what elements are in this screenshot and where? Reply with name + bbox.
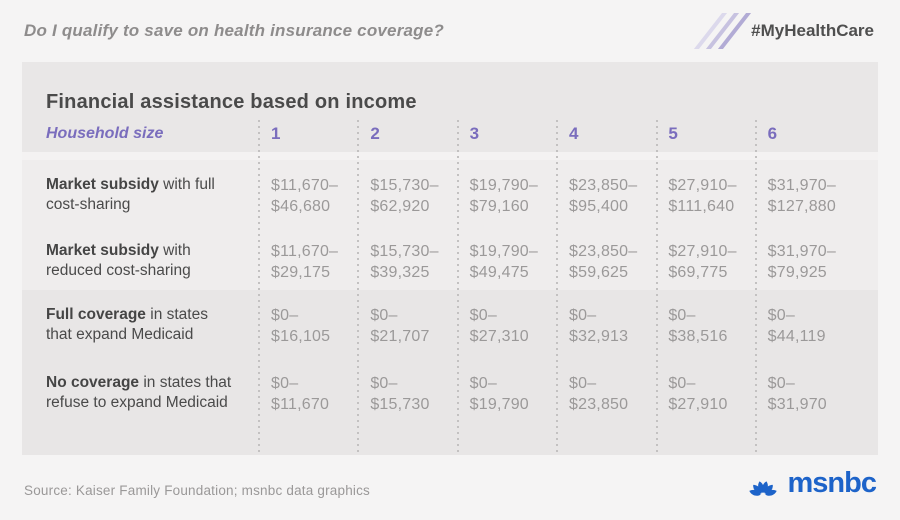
- household-size-label: Household size: [46, 125, 164, 142]
- peacock-icon: [748, 481, 777, 496]
- column-header-3: 3: [469, 124, 480, 143]
- table-cell: $27,910– $69,775: [668, 243, 737, 282]
- table-cell: $0– $27,910: [668, 375, 728, 414]
- table-header-row: Household size 1 2 3 4 5 6: [22, 116, 878, 152]
- market-subsidy-band: Market subsidy with full cost-sharing $1…: [22, 160, 878, 290]
- row-label-bold: Market subsidy: [46, 242, 159, 259]
- table-cell: $0– $19,790: [469, 375, 529, 414]
- row-label-bold: Full coverage: [46, 306, 146, 323]
- diagonal-stripes-icon: [694, 13, 752, 49]
- table-row-reduced-cost-sharing: Market subsidy with reduced cost-sharing…: [22, 226, 878, 290]
- row-label-bold: Market subsidy: [46, 176, 159, 193]
- source-attribution: Source: Kaiser Family Foundation; msnbc …: [24, 483, 371, 498]
- table-cell: $31,970– $127,880: [767, 177, 836, 216]
- table-cell: $0– $27,310: [469, 307, 529, 346]
- table-cell: $0– $38,516: [668, 307, 728, 346]
- column-header-1: 1: [271, 124, 281, 143]
- row-label: Market subsidy with reduced cost-sharing: [46, 226, 258, 282]
- table-cell: $23,850– $59,625: [569, 243, 638, 282]
- column-separator: [656, 120, 658, 452]
- table-cell: $0– $44,119: [767, 307, 826, 346]
- hashtag-label: #MyHealthCare: [751, 21, 874, 40]
- table-cell: $27,910– $111,640: [668, 177, 737, 216]
- column-header-4: 4: [569, 124, 579, 143]
- medicaid-coverage-band: Full coverage in states that expand Medi…: [22, 290, 878, 455]
- table-cell: $19,790– $79,160: [469, 177, 538, 216]
- table-cell: $15,730– $62,920: [370, 177, 439, 216]
- row-label: No coverage in states that refuse to exp…: [46, 358, 258, 414]
- row-label-rest: in states that refuse to expand Medicaid: [46, 374, 232, 412]
- hashtag-group: #MyHealthCare: [694, 13, 874, 49]
- column-header-5: 5: [668, 124, 678, 143]
- table-cell: $11,670– $46,680: [271, 177, 339, 216]
- row-label-rest: in states that expand Medicaid: [46, 306, 208, 344]
- table-cell: $0– $31,970: [767, 375, 827, 414]
- table-cell: $0– $11,670: [271, 375, 330, 414]
- table-cell: $0– $23,850: [569, 375, 629, 414]
- row-label: Market subsidy with full cost-sharing: [46, 160, 258, 216]
- table-cell: $31,970– $79,925: [767, 243, 836, 282]
- msnbc-logo: msnbc: [745, 467, 877, 500]
- row-label: Full coverage in states that expand Medi…: [46, 290, 258, 346]
- table-cell: $0– $32,913: [569, 307, 629, 346]
- table-cell: $0– $21,707: [370, 307, 430, 346]
- column-separator: [357, 120, 359, 452]
- table-row-full-cost-sharing: Market subsidy with full cost-sharing $1…: [22, 160, 878, 226]
- column-separator: [457, 120, 459, 452]
- table-row-full-coverage: Full coverage in states that expand Medi…: [22, 290, 878, 358]
- row-label-bold: No coverage: [46, 374, 140, 391]
- table-cell: $11,670– $29,175: [271, 243, 339, 282]
- column-separator: [556, 120, 558, 452]
- row-label-rest: with reduced cost-sharing: [46, 242, 191, 280]
- table-cell: $15,730– $39,325: [370, 243, 439, 282]
- table-cell: $0– $16,105: [271, 307, 331, 346]
- column-separator: [755, 120, 757, 452]
- panel-title: Financial assistance based on income: [46, 91, 417, 113]
- section-divider: [22, 152, 878, 160]
- table-cell: $23,850– $95,400: [569, 177, 638, 216]
- top-bar: Do I qualify to save on health insurance…: [0, 0, 900, 62]
- table-cell: $0– $15,730: [370, 375, 430, 414]
- table-row-no-coverage: No coverage in states that refuse to exp…: [22, 358, 878, 455]
- column-header-6: 6: [767, 124, 778, 143]
- column-separator: [258, 120, 260, 452]
- table-cell: $19,790– $49,475: [469, 243, 538, 282]
- row-label-rest: with full cost-sharing: [46, 176, 215, 214]
- question-heading: Do I qualify to save on health insurance…: [24, 21, 445, 40]
- column-header-2: 2: [370, 124, 380, 143]
- table-panel: Financial assistance based on income Hou…: [22, 62, 878, 455]
- msnbc-wordmark: msnbc: [787, 467, 877, 499]
